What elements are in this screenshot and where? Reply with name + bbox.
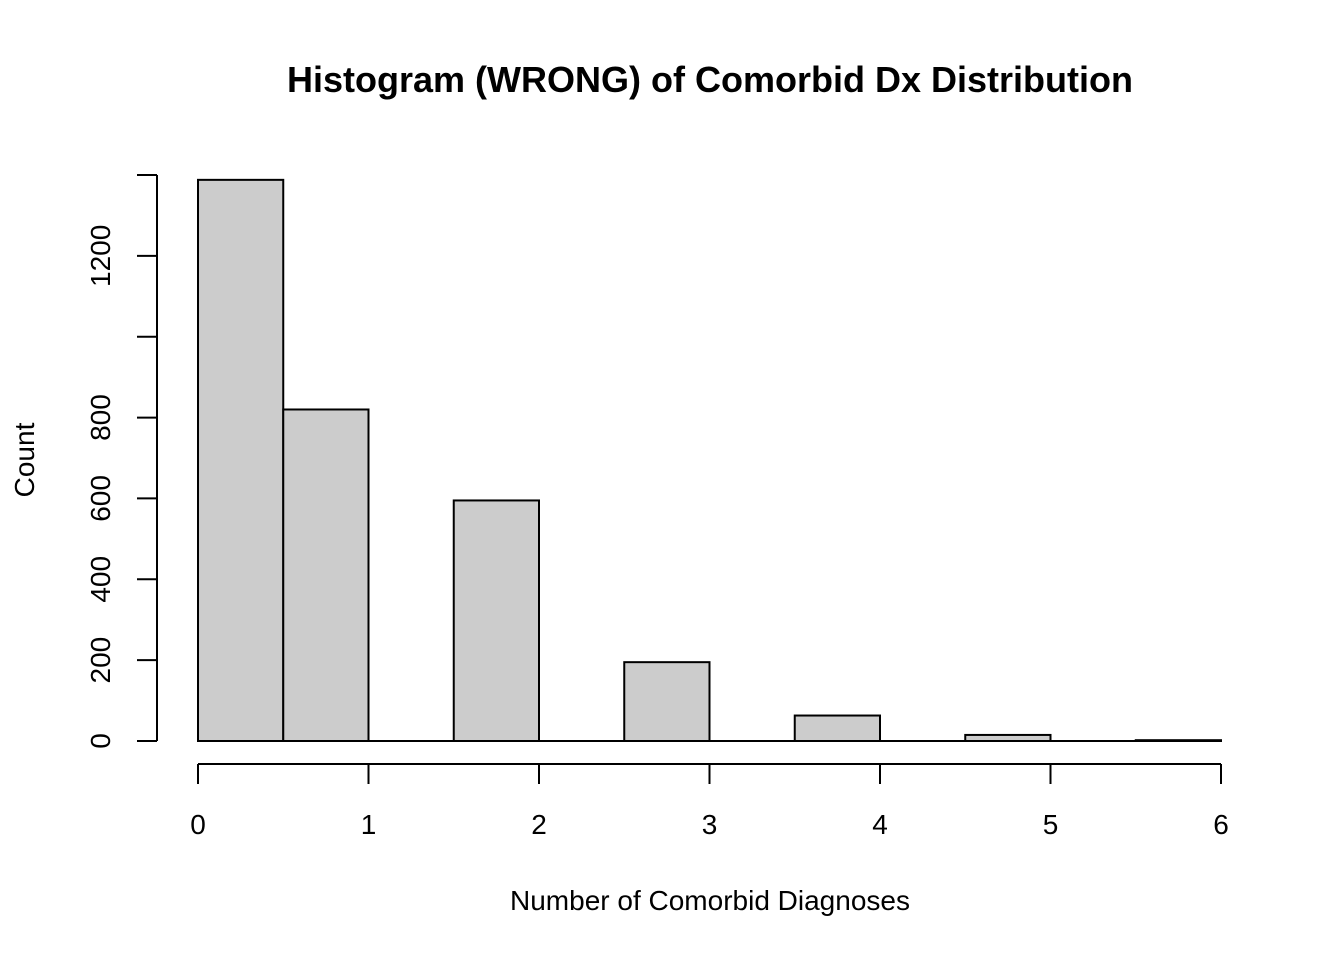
histogram-bar-5	[623, 661, 711, 743]
histogram-bar-11	[1134, 739, 1222, 742]
x-axis-label: Number of Comorbid Diagnoses	[510, 885, 910, 916]
y-tick-label-3: 600	[85, 475, 116, 522]
x-tick-label-4: 4	[872, 809, 888, 840]
histogram-bar-1	[282, 408, 370, 742]
y-axis: 0 200 400 600 800 1200	[85, 174, 158, 749]
x-axis: 0 1 2 3 4 5 6	[190, 763, 1229, 840]
histogram-bar-0	[197, 178, 285, 742]
y-axis-label: Count	[9, 422, 40, 497]
x-tick-label-3: 3	[702, 809, 718, 840]
x-tick-label-5: 5	[1043, 809, 1059, 840]
chart-title: Histogram (WRONG) of Comorbid Dx Distrib…	[287, 59, 1133, 100]
y-tick-label-4: 800	[85, 394, 116, 441]
y-tick-label-0: 0	[85, 733, 116, 749]
x-tick-label-0: 0	[190, 809, 206, 840]
x-tick-label-2: 2	[531, 809, 547, 840]
y-tick-label-1: 200	[85, 637, 116, 684]
histogram-bar-3	[452, 499, 540, 743]
histogram-bar-7	[793, 714, 881, 743]
y-tick-label-2: 400	[85, 556, 116, 603]
y-tick-label-6: 1200	[85, 225, 116, 287]
x-tick-label-6: 6	[1213, 809, 1229, 840]
bars-group	[197, 178, 1222, 743]
x-tick-label-1: 1	[361, 809, 377, 840]
histogram-bar-9	[964, 733, 1052, 743]
